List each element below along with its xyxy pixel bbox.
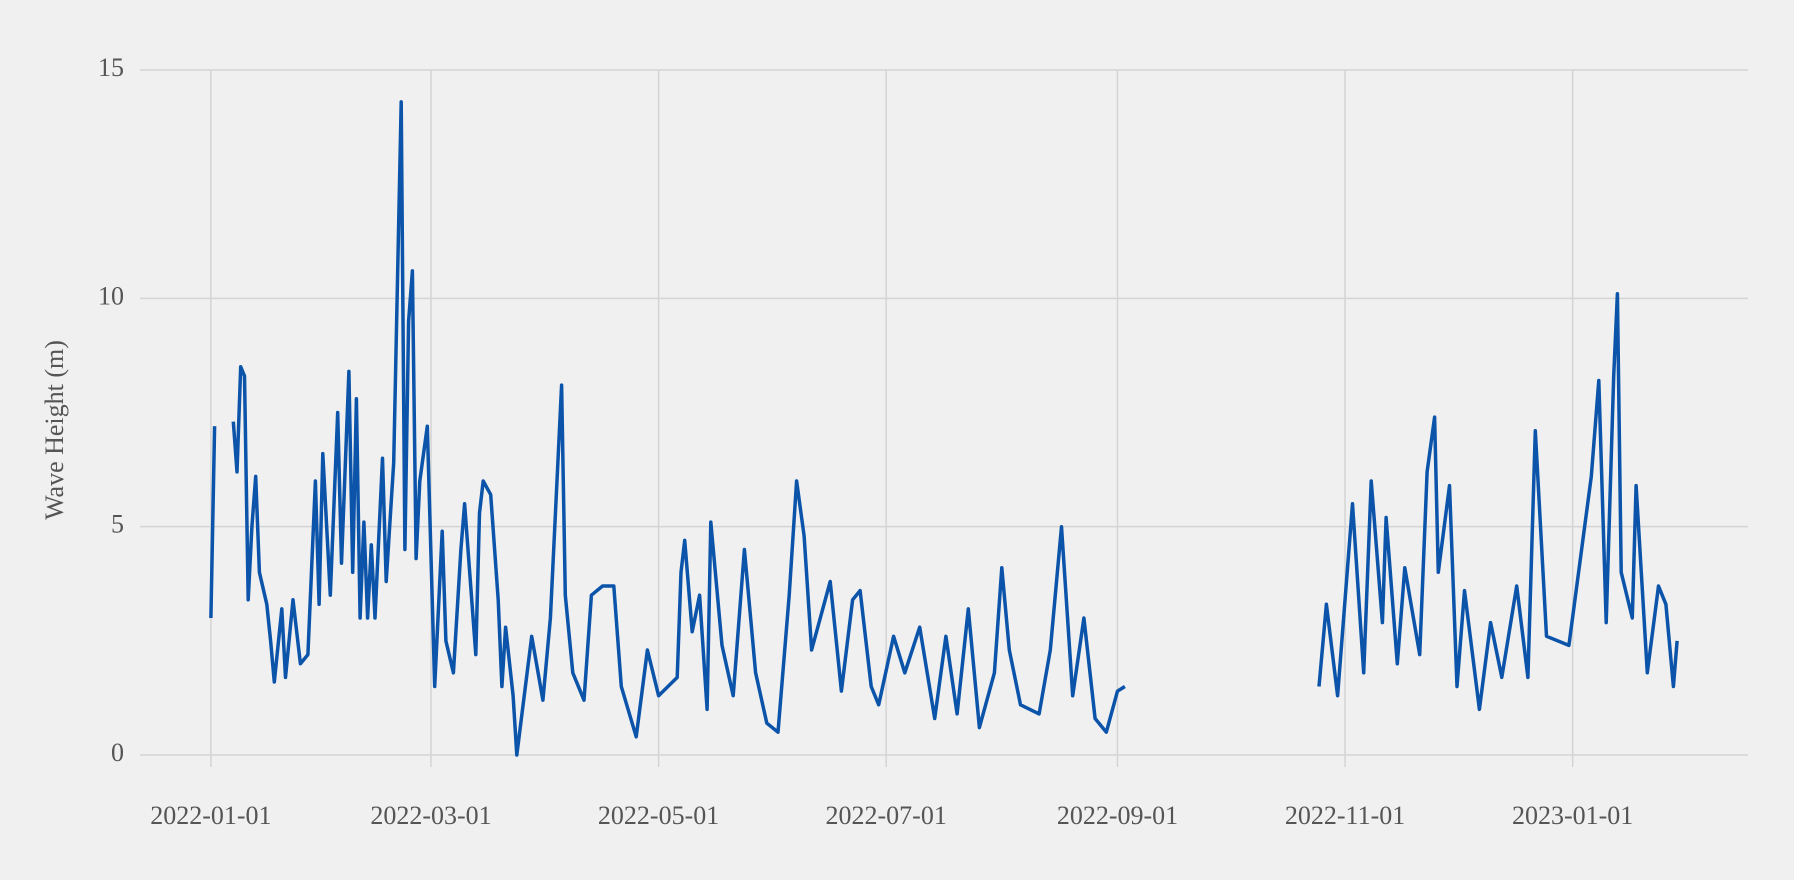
x-tick-label: 2022-03-01 [370, 801, 491, 830]
y-tick-label: 5 [111, 510, 124, 539]
x-tick-label: 2022-09-01 [1057, 801, 1178, 830]
y-axis-label: Wave Height (m) [40, 340, 69, 520]
data-line [209, 100, 1679, 757]
y-tick-label: 15 [98, 53, 124, 82]
x-tick-label: 2022-01-01 [150, 801, 271, 830]
x-tick-label: 2022-05-01 [598, 801, 719, 830]
y-tick-label: 10 [98, 281, 124, 310]
x-tick-label: 2022-07-01 [826, 801, 947, 830]
x-tick-label: 2022-11-01 [1285, 801, 1405, 830]
y-tick-label: 0 [111, 738, 124, 767]
x-tick-label: 2023-01-01 [1512, 801, 1633, 830]
